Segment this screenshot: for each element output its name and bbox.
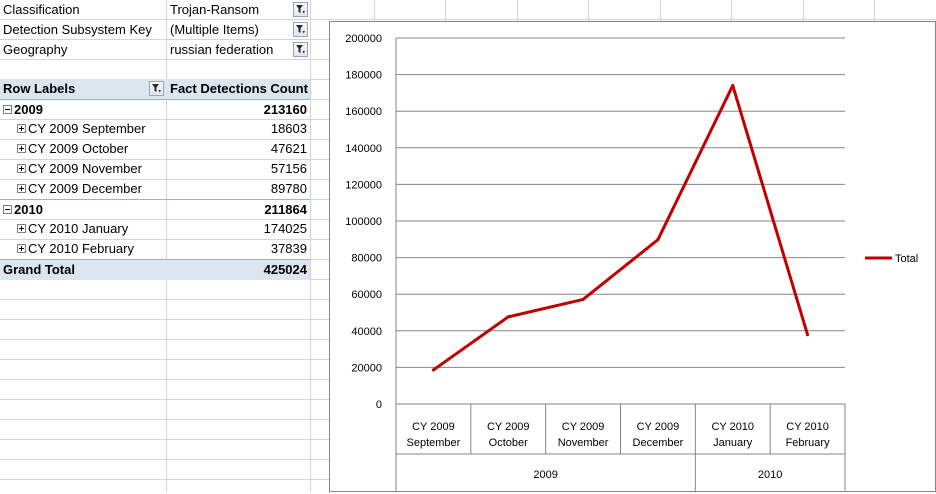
legend-label: Total bbox=[895, 253, 918, 265]
pivot-item-row: CY 2009 December 89780 bbox=[0, 179, 310, 199]
filter-label: Detection Subsystem Key bbox=[3, 22, 152, 37]
x-tick-label: CY 2009 bbox=[637, 421, 680, 433]
chart-plot: 0 20000 40000 60000 80000 100000 120000 140000 1… bbox=[345, 33, 918, 491]
pivot-group-row: 2009 213160 bbox=[0, 99, 310, 120]
x-tick-label: September bbox=[407, 437, 461, 449]
data-point bbox=[656, 238, 660, 242]
x-tick-label: CY 2010 bbox=[786, 421, 829, 433]
item-value: 89780 bbox=[270, 181, 307, 196]
filter-label: Geography bbox=[3, 42, 68, 57]
filter-row-classification: Classification Trojan-Ransom bbox=[0, 0, 310, 20]
x-tick-label: CY 2009 bbox=[562, 421, 605, 433]
pivot-item-row: CY 2010 February 37839 bbox=[0, 239, 310, 259]
expand-plus-icon[interactable] bbox=[17, 184, 26, 193]
filter-dropdown-icon[interactable] bbox=[293, 2, 308, 17]
y-tick-label: 0 bbox=[376, 399, 382, 411]
data-point bbox=[731, 84, 735, 88]
filter-dropdown-icon[interactable] bbox=[293, 42, 308, 57]
item-label: CY 2010 January bbox=[28, 221, 129, 236]
expand-plus-icon[interactable] bbox=[17, 224, 26, 233]
x-tick-label: January bbox=[713, 437, 753, 449]
pivot-item-row: CY 2010 January 174025 bbox=[0, 219, 310, 239]
x-tick-label: CY 2009 bbox=[412, 421, 455, 433]
pivot-group-row: 2010 211864 bbox=[0, 199, 310, 220]
item-value: 37839 bbox=[270, 241, 307, 256]
filter-value: Trojan-Ransom bbox=[170, 2, 260, 17]
data-point bbox=[806, 333, 810, 337]
group-total: 211864 bbox=[264, 202, 307, 217]
grand-total-row: Grand Total 425024 bbox=[0, 259, 310, 280]
grid-column-line bbox=[166, 0, 167, 492]
item-value: 174025 bbox=[263, 221, 307, 236]
grand-total-value: 425024 bbox=[263, 262, 307, 277]
data-point bbox=[581, 297, 585, 301]
item-label: CY 2009 November bbox=[28, 161, 142, 176]
x-tick-label: November bbox=[558, 437, 609, 449]
y-tick-label: 140000 bbox=[345, 143, 382, 155]
series-line-total bbox=[432, 84, 810, 372]
expand-plus-icon[interactable] bbox=[17, 124, 26, 133]
item-value: 47621 bbox=[270, 141, 307, 156]
x-tick-label: February bbox=[786, 437, 831, 449]
filter-dropdown-icon[interactable] bbox=[293, 22, 308, 37]
item-value: 18603 bbox=[270, 121, 307, 136]
pivot-item-row: CY 2009 September 18603 bbox=[0, 119, 310, 139]
x-tick-label: CY 2010 bbox=[711, 421, 754, 433]
item-label: CY 2009 December bbox=[28, 181, 142, 196]
value-header: Fact Detections Count bbox=[170, 81, 308, 96]
collapse-minus-icon[interactable] bbox=[3, 205, 12, 214]
filter-value: russian federation bbox=[170, 42, 274, 57]
group-label: 2009 bbox=[14, 102, 43, 117]
y-tick-label: 100000 bbox=[345, 216, 382, 228]
x-group-label: 2010 bbox=[758, 469, 782, 481]
x-tick-label: CY 2009 bbox=[487, 421, 530, 433]
y-tick-label: 200000 bbox=[345, 33, 382, 45]
filter-row-geography: Geography russian federation bbox=[0, 40, 310, 60]
x-tick-label: December bbox=[633, 437, 684, 449]
x-tick-label: October bbox=[489, 437, 528, 449]
group-total: 213160 bbox=[263, 102, 307, 117]
pivot-header-row: Row Labels Fact Detections Count bbox=[0, 79, 310, 99]
y-tick-label: 120000 bbox=[345, 179, 382, 191]
data-point bbox=[506, 315, 510, 319]
item-label: CY 2010 February bbox=[28, 241, 134, 256]
data-point bbox=[431, 368, 435, 372]
expand-plus-icon[interactable] bbox=[17, 144, 26, 153]
expand-plus-icon[interactable] bbox=[17, 164, 26, 173]
item-label: CY 2009 September bbox=[28, 121, 146, 136]
y-tick-label: 80000 bbox=[351, 253, 382, 265]
y-tick-label: 180000 bbox=[345, 70, 382, 82]
group-label: 2010 bbox=[14, 202, 43, 217]
filter-label: Classification bbox=[3, 2, 80, 17]
pivot-item-row: CY 2009 October 47621 bbox=[0, 139, 310, 159]
y-tick-label: 160000 bbox=[345, 106, 382, 118]
y-tick-label: 40000 bbox=[351, 326, 382, 338]
item-value: 57156 bbox=[270, 161, 307, 176]
item-label: CY 2009 October bbox=[28, 141, 129, 156]
grid-column-line bbox=[310, 0, 311, 492]
collapse-minus-icon[interactable] bbox=[3, 105, 12, 114]
filter-value: (Multiple Items) bbox=[170, 22, 259, 37]
expand-plus-icon[interactable] bbox=[17, 244, 26, 253]
pivot-item-row: CY 2009 November 57156 bbox=[0, 159, 310, 179]
filter-row-detection-subsystem: Detection Subsystem Key (Multiple Items) bbox=[0, 20, 310, 40]
y-tick-label: 20000 bbox=[351, 362, 382, 374]
x-group-label: 2009 bbox=[533, 469, 557, 481]
row-labels-header: Row Labels bbox=[3, 81, 76, 96]
y-tick-label: 60000 bbox=[351, 289, 382, 301]
line-chart[interactable]: 0 20000 40000 60000 80000 100000 120000 140000 1… bbox=[329, 21, 936, 492]
filter-dropdown-icon[interactable] bbox=[149, 81, 164, 96]
grid-row-line bbox=[0, 19, 936, 20]
grand-total-label: Grand Total bbox=[3, 262, 75, 277]
